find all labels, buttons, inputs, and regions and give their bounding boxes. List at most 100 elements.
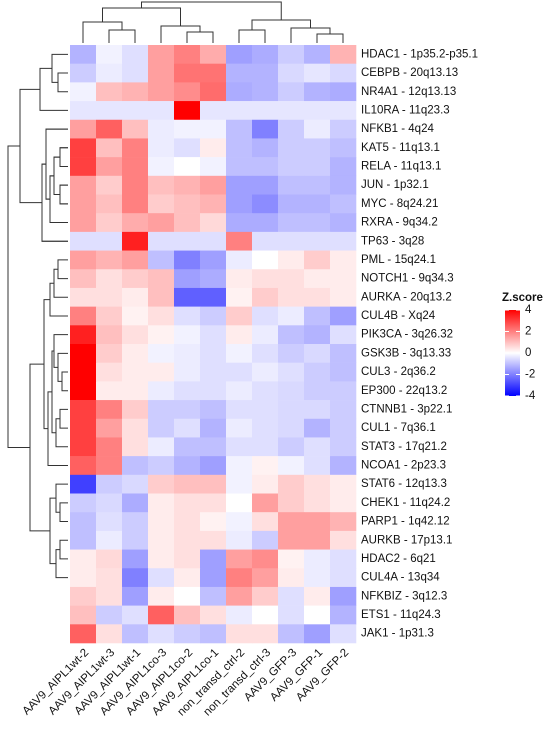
heatmap-cell [252, 530, 279, 550]
heatmap-cell [174, 381, 201, 401]
heatmap-cell [70, 418, 97, 438]
heatmap-cell [200, 287, 227, 307]
heatmap-cell [304, 269, 331, 289]
heatmap-cell [278, 362, 305, 382]
heatmap-cell [330, 493, 357, 513]
heatmap-cell [96, 586, 123, 606]
heatmap-cell [304, 381, 331, 401]
heatmap-cell [174, 325, 201, 345]
heatmap-cell [252, 381, 279, 401]
heatmap-cell [330, 624, 357, 644]
heatmap-cell [304, 344, 331, 363]
heatmap-cell [174, 512, 201, 532]
heatmap-cell [200, 157, 227, 177]
heatmap-cell [200, 269, 227, 289]
heatmap-cell [330, 418, 357, 438]
heatmap-cell [304, 568, 331, 588]
row-label: PIK3CA - 3q26.32 [361, 329, 453, 341]
heatmap-cell [122, 287, 149, 307]
heatmap-cell [304, 231, 331, 251]
heatmap-cell [252, 605, 279, 625]
heatmap-cell [226, 456, 253, 476]
heatmap-cell [278, 586, 305, 606]
row-label: PML - 15q24.1 [361, 254, 436, 266]
heatmap-cell [278, 530, 305, 550]
heatmap-cell [148, 194, 175, 214]
heatmap-cell [304, 418, 331, 438]
heatmap-cell [330, 287, 357, 307]
heatmap-cell [304, 213, 331, 233]
heatmap-cell [330, 344, 357, 363]
heatmap-cell [96, 456, 123, 476]
heatmap-cell [252, 362, 279, 382]
heatmap-cell [278, 82, 305, 102]
row-label: RELA - 11q13.1 [361, 161, 441, 173]
heatmap-cell [148, 456, 175, 476]
heatmap-cell [226, 437, 253, 457]
row-label: HDAC2 - 6q21 [361, 553, 436, 565]
heatmap-cell [148, 493, 175, 513]
heatmap-cell [226, 306, 253, 326]
row-dendrogram [49, 497, 56, 565]
heatmap-cell [174, 568, 201, 588]
heatmap-cell [200, 194, 227, 214]
heatmap-cell [96, 194, 123, 214]
heatmap-cell [174, 269, 201, 289]
heatmap-cell [226, 325, 253, 345]
heatmap-cell [200, 231, 227, 251]
heatmap-cell [278, 231, 305, 251]
heatmap-cell [330, 568, 357, 588]
heatmap-cell [304, 175, 331, 195]
heatmap-cell [304, 138, 331, 158]
heatmap-cell [200, 586, 227, 606]
heatmap-cell [252, 568, 279, 588]
heatmap-cell [174, 194, 201, 214]
heatmap-cell [122, 194, 149, 214]
heatmap-cell [122, 306, 149, 326]
row-label: IL10RA - 11q23.3 [361, 104, 450, 116]
heatmap-cell [96, 624, 123, 644]
heatmap-cell [70, 456, 97, 476]
heatmap-cell [70, 45, 97, 64]
heatmap-cell [122, 119, 149, 139]
heatmap-cell [96, 474, 123, 494]
heatmap-cell [122, 530, 149, 550]
heatmap-cell [226, 175, 253, 195]
heatmap-cell [278, 287, 305, 307]
heatmap-cell [278, 456, 305, 476]
row-label: NFKB1 - 4q24 [361, 123, 434, 135]
heatmap-cell [252, 194, 279, 214]
row-dendrogram [49, 175, 68, 224]
heatmap-cell [226, 418, 253, 438]
heatmap-cell [200, 549, 227, 569]
heatmap-cell [122, 231, 149, 251]
heatmap-cell [96, 175, 123, 195]
heatmap-cell [122, 474, 149, 494]
row-dendrogram [59, 147, 68, 167]
heatmap-cell [174, 586, 201, 606]
heatmap-cell [226, 213, 253, 233]
heatmap-cell [174, 157, 201, 177]
heatmap-cell [200, 82, 227, 102]
heatmap-cell [304, 493, 331, 513]
heatmap-cell [226, 82, 253, 102]
heatmap-cell [174, 250, 201, 270]
heatmap-cell [148, 418, 175, 438]
legend-title: Z.score [502, 292, 543, 304]
heatmap-cell [96, 605, 123, 625]
row-dendrogram [55, 549, 68, 579]
heatmap-cell [304, 82, 331, 102]
heatmap-cell [174, 362, 201, 382]
heatmap-cell [70, 586, 97, 606]
heatmap-cell [122, 82, 149, 102]
heatmap-cell [330, 101, 357, 121]
row-dendrogram [59, 147, 68, 167]
heatmap-cell [278, 250, 305, 270]
row-dendrogram [61, 371, 68, 392]
column-dendrogram [102, 7, 181, 26]
heatmap-cell [226, 344, 253, 363]
heatmap-cell [70, 231, 97, 251]
heatmap-cell [252, 138, 279, 158]
heatmap-cell [330, 138, 357, 158]
